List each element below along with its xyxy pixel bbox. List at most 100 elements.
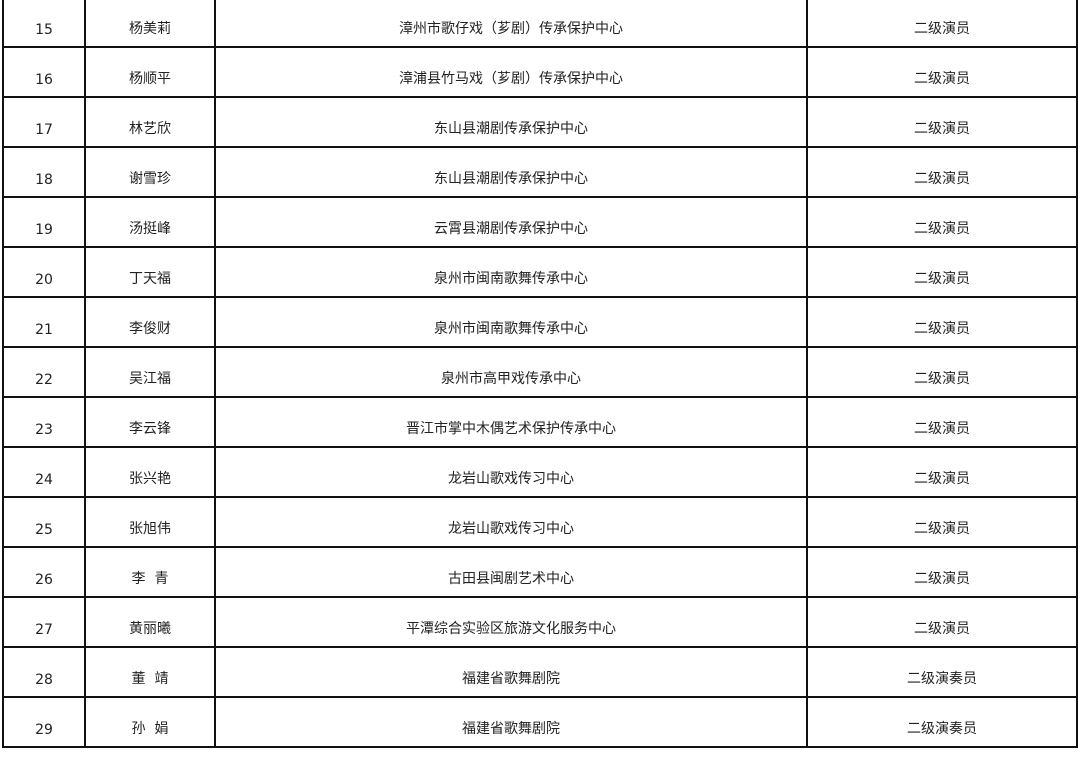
professional-title-cell: 二级演员	[806, 446, 1078, 498]
person-name-cell: 李 青	[84, 546, 216, 598]
professional-title-cell: 二级演奏员	[806, 646, 1078, 698]
row-number: 18	[35, 172, 53, 188]
person-name: 张兴艳	[129, 471, 171, 487]
work-unit: 福建省歌舞剧院	[462, 671, 560, 687]
row-number-cell: 25	[2, 496, 86, 548]
person-name-cell: 黄丽曦	[84, 596, 216, 648]
person-name: 孙 娟	[131, 721, 169, 737]
person-name: 黄丽曦	[129, 621, 171, 637]
person-name-cell: 张旭伟	[84, 496, 216, 548]
professional-title: 二级演员	[914, 221, 970, 237]
professional-title: 二级演员	[914, 171, 970, 187]
professional-title: 二级演员	[914, 21, 970, 37]
row-number: 27	[35, 622, 53, 638]
professional-title: 二级演员	[914, 571, 970, 587]
row-number-cell: 26	[2, 546, 86, 598]
professional-title-cell: 二级演员	[806, 546, 1078, 598]
row-number-cell: 18	[2, 146, 86, 198]
person-name: 汤挺峰	[129, 221, 171, 237]
person-name-cell: 杨顺平	[84, 46, 216, 98]
work-unit-cell: 泉州市高甲戏传承中心	[214, 346, 808, 398]
work-unit-cell: 漳浦县竹马戏（芗剧）传承保护中心	[214, 46, 808, 98]
work-unit-cell: 龙岩山歌戏传习中心	[214, 446, 808, 498]
person-name: 李 青	[131, 571, 169, 587]
row-number-cell: 24	[2, 446, 86, 498]
row-number: 26	[35, 572, 53, 588]
work-unit: 泉州市闽南歌舞传承中心	[434, 321, 588, 337]
professional-title-cell: 二级演员	[806, 396, 1078, 448]
row-number-cell: 23	[2, 396, 86, 448]
row-number: 23	[35, 422, 53, 438]
row-number: 17	[35, 122, 53, 138]
person-name-cell: 孙 娟	[84, 696, 216, 748]
row-number: 15	[35, 22, 53, 38]
person-name: 谢雪珍	[129, 171, 171, 187]
professional-title-cell: 二级演员	[806, 0, 1078, 48]
work-unit-cell: 泉州市闽南歌舞传承中心	[214, 296, 808, 348]
professional-title-cell: 二级演员	[806, 346, 1078, 398]
professional-title-cell: 二级演员	[806, 146, 1078, 198]
row-number-cell: 21	[2, 296, 86, 348]
person-name: 张旭伟	[129, 521, 171, 537]
professional-title: 二级演员	[914, 521, 970, 537]
table-row: 21 李俊财 泉州市闽南歌舞传承中心 二级演员	[2, 296, 1078, 348]
work-unit-cell: 古田县闽剧艺术中心	[214, 546, 808, 598]
person-name: 吴江福	[129, 371, 171, 387]
person-name-cell: 李俊财	[84, 296, 216, 348]
table-row: 28 董 靖 福建省歌舞剧院 二级演奏员	[2, 646, 1078, 698]
table-row: 17 林艺欣 东山县潮剧传承保护中心 二级演员	[2, 96, 1078, 148]
person-name: 杨美莉	[129, 21, 171, 37]
row-number-cell: 28	[2, 646, 86, 698]
row-number: 29	[35, 722, 53, 738]
work-unit-cell: 平潭综合实验区旅游文化服务中心	[214, 596, 808, 648]
row-number: 24	[35, 472, 53, 488]
person-name: 李云锋	[129, 421, 171, 437]
professional-title-cell: 二级演员	[806, 246, 1078, 298]
work-unit-cell: 东山县潮剧传承保护中心	[214, 146, 808, 198]
professional-title: 二级演员	[914, 121, 970, 137]
personnel-table: 15 杨美莉 漳州市歌仔戏（芗剧）传承保护中心 二级演员 16 杨顺平 漳浦县竹马戏（芗剧）…	[2, 0, 1078, 748]
work-unit: 晋江市掌中木偶艺术保护传承中心	[406, 421, 616, 437]
work-unit-cell: 晋江市掌中木偶艺术保护传承中心	[214, 396, 808, 448]
professional-title: 二级演员	[914, 371, 970, 387]
table-row: 25 张旭伟 龙岩山歌戏传习中心 二级演员	[2, 496, 1078, 548]
work-unit-cell: 东山县潮剧传承保护中心	[214, 96, 808, 148]
table-row: 24 张兴艳 龙岩山歌戏传习中心 二级演员	[2, 446, 1078, 498]
work-unit-cell: 云霄县潮剧传承保护中心	[214, 196, 808, 248]
table-row: 26 李 青 古田县闽剧艺术中心 二级演员	[2, 546, 1078, 598]
work-unit-cell: 泉州市闽南歌舞传承中心	[214, 246, 808, 298]
person-name: 杨顺平	[129, 71, 171, 87]
professional-title-cell: 二级演奏员	[806, 696, 1078, 748]
person-name-cell: 林艺欣	[84, 96, 216, 148]
row-number-cell: 16	[2, 46, 86, 98]
work-unit: 平潭综合实验区旅游文化服务中心	[406, 621, 616, 637]
work-unit-cell: 龙岩山歌戏传习中心	[214, 496, 808, 548]
work-unit: 龙岩山歌戏传习中心	[448, 521, 574, 537]
row-number-cell: 15	[2, 0, 86, 48]
professional-title-cell: 二级演员	[806, 96, 1078, 148]
row-number-cell: 29	[2, 696, 86, 748]
row-number-cell: 27	[2, 596, 86, 648]
person-name-cell: 谢雪珍	[84, 146, 216, 198]
person-name: 董 靖	[131, 671, 169, 687]
professional-title-cell: 二级演员	[806, 46, 1078, 98]
table-row: 16 杨顺平 漳浦县竹马戏（芗剧）传承保护中心 二级演员	[2, 46, 1078, 98]
person-name-cell: 汤挺峰	[84, 196, 216, 248]
person-name: 丁天福	[129, 271, 171, 287]
work-unit: 漳州市歌仔戏（芗剧）传承保护中心	[399, 21, 623, 37]
work-unit-cell: 福建省歌舞剧院	[214, 696, 808, 748]
table-row: 15 杨美莉 漳州市歌仔戏（芗剧）传承保护中心 二级演员	[2, 0, 1078, 48]
work-unit-cell: 漳州市歌仔戏（芗剧）传承保护中心	[214, 0, 808, 48]
work-unit: 泉州市高甲戏传承中心	[441, 371, 581, 387]
row-number: 28	[35, 672, 53, 688]
work-unit: 漳浦县竹马戏（芗剧）传承保护中心	[399, 71, 623, 87]
work-unit: 古田县闽剧艺术中心	[448, 571, 574, 587]
professional-title: 二级演员	[914, 471, 970, 487]
professional-title-cell: 二级演员	[806, 196, 1078, 248]
row-number: 19	[35, 222, 53, 238]
professional-title: 二级演奏员	[907, 671, 977, 687]
work-unit: 东山县潮剧传承保护中心	[434, 121, 588, 137]
work-unit: 云霄县潮剧传承保护中心	[434, 221, 588, 237]
row-number-cell: 19	[2, 196, 86, 248]
row-number-cell: 20	[2, 246, 86, 298]
